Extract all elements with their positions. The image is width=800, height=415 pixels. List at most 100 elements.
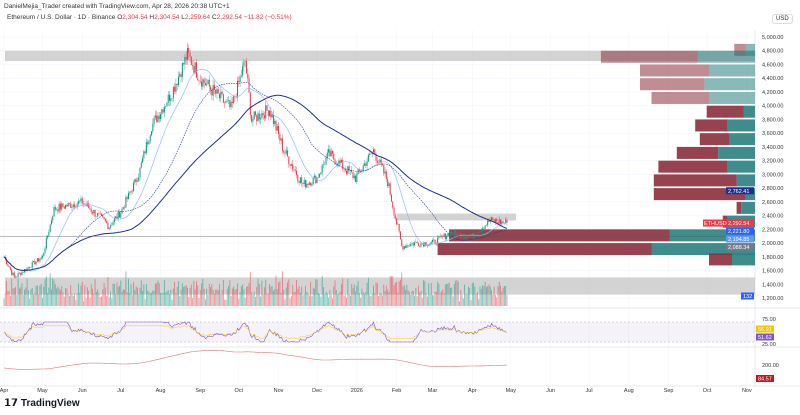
candle-body [189,53,191,57]
volume-bar [426,296,428,306]
volume-bar [160,292,161,306]
candle-body [443,233,445,237]
volume-bar [430,283,432,306]
candle-body [20,272,22,275]
candle-body [275,120,277,131]
volume-bar [8,291,10,306]
currency-button[interactable]: USD [772,14,793,24]
volume-bar [68,295,70,306]
candle-body [167,94,169,104]
volume-bar [406,284,408,306]
candle-body [57,209,59,212]
volume-bar [125,271,127,306]
candle-body [334,159,336,165]
volume-bar [311,296,313,306]
volume-bar [297,289,299,306]
volume-bar [153,290,155,306]
volume-bar [370,296,372,306]
volume-bar [412,290,414,306]
candle-body [172,87,174,99]
candle-body [466,237,468,239]
volume-profile-down [640,64,709,77]
candle-body [393,207,395,216]
volume-bar [26,278,28,306]
volume-bar [335,289,337,306]
volume-bar [479,286,481,306]
candle-body [80,198,82,202]
close-value: 2,292.54 [216,14,242,21]
candle-body [45,237,47,249]
candle-body [175,83,177,92]
volume-bar [131,294,133,306]
candle-body [135,179,137,182]
candle-body [389,183,391,195]
volume-bar [79,292,81,306]
volume-bar [38,293,40,306]
tradingview-logo[interactable]: 𝟭𝟳 TradingView [4,398,80,409]
candle-body [216,88,218,94]
candle-body [201,81,203,87]
volume-bar [278,282,280,306]
candle-body [290,164,292,166]
low-value: 2,259.64 [184,14,211,21]
volume-bar [129,292,131,306]
candle-body [352,172,354,179]
volume-bar [156,282,158,306]
rsi-value-badge [756,325,774,333]
candle-body [412,243,414,246]
candle-body [288,156,290,165]
time-tick: Nov [742,388,752,394]
candle-body [252,119,254,122]
volume-bar [434,291,436,306]
volume-bar [333,286,335,306]
volume-bar [208,283,210,306]
volume-bar [7,290,9,306]
volume-bar [371,293,373,306]
volume-bar [34,292,36,306]
price-label-badge [726,235,754,243]
candle-body [478,233,480,235]
symbol-name[interactable]: Ethereum / U.S. Dollar · 1D · Binance [7,14,116,21]
candle-body [203,79,205,83]
volume-profile-up [709,91,755,104]
volume-bar [97,289,99,306]
candle-body [54,207,56,210]
price-label-badge [726,243,754,251]
volume-bar [319,293,321,306]
candle-body [353,175,355,179]
volume-bar [258,283,260,306]
time-tick: Apr [0,388,8,394]
rsi-value: 56.91 [758,327,772,333]
volume-bar [221,289,223,306]
volume-bar [361,288,363,306]
volume-bar [461,294,463,306]
candle-body [269,110,271,116]
rsi-ma-line [3,325,507,339]
volume-bar [92,288,93,306]
volume-bar [457,281,459,306]
volume-bar [452,296,454,306]
volume-bar [328,297,330,306]
candle-body [394,215,396,219]
candle-body [267,110,269,116]
volume-bar [357,281,359,306]
volume-bar [134,290,136,306]
volume-bar [385,285,387,306]
volume-bar [414,295,416,306]
candle-body [112,222,114,226]
candle-body [306,183,308,188]
candle-body [31,262,33,268]
volume-bar [172,288,174,306]
volume-bar [80,285,82,306]
volume-bar [487,286,489,306]
volume-bar [340,284,342,306]
price-chart[interactable]: 5,000.00 4,800.00 4,600.00 4,400.00 4,200.00… [0,0,800,395]
price-tick: 2,600.00 [762,200,783,206]
volume-bar [289,298,291,306]
candle-body [403,246,405,250]
volume-bar [498,281,500,306]
candle-body [417,243,419,246]
volume-bar [217,290,219,306]
candle-body [192,65,194,67]
volume-bar [482,285,484,306]
